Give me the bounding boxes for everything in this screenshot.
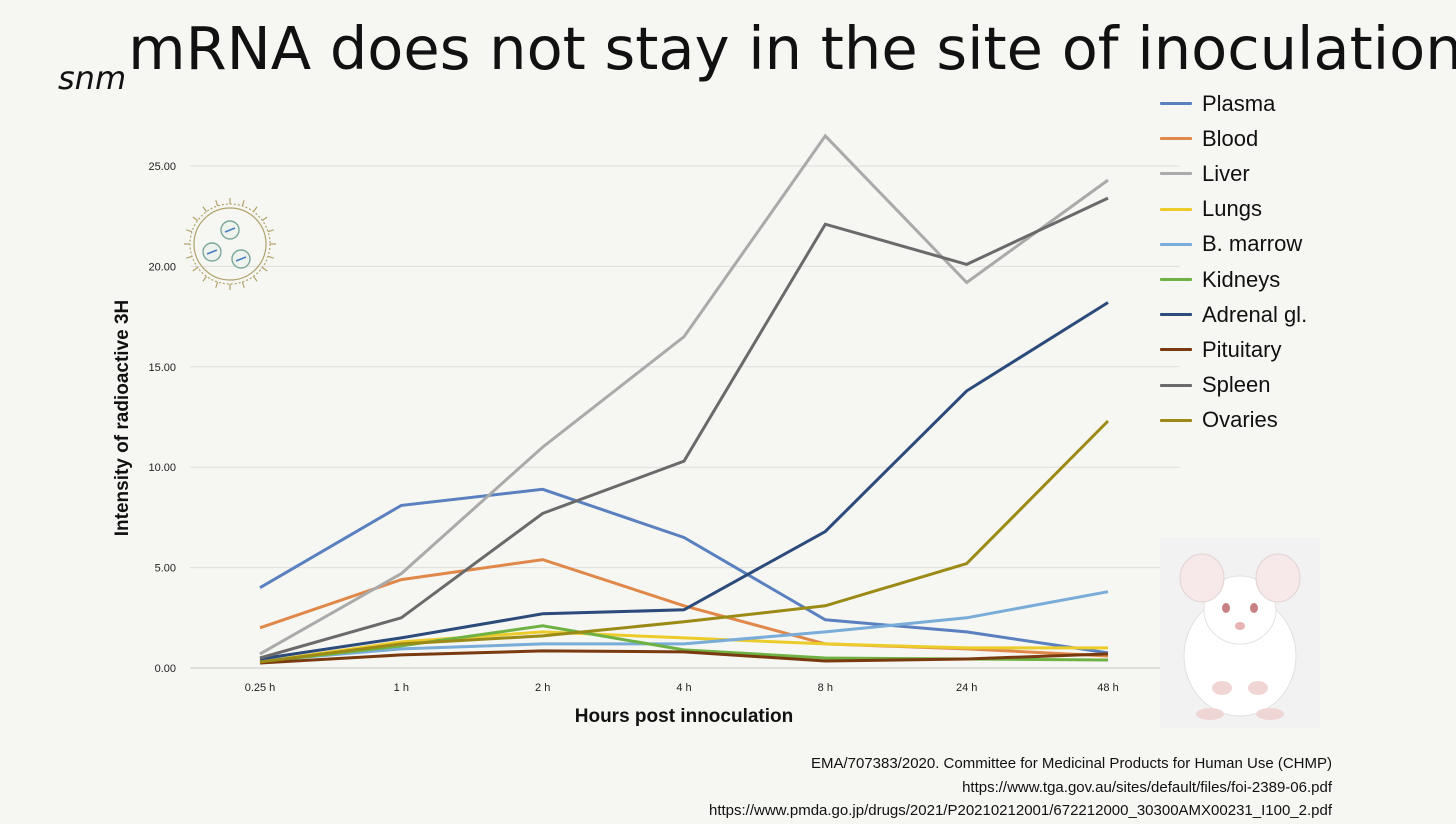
x-axis-label: Hours post innoculation: [575, 706, 794, 727]
legend-swatch: [1160, 313, 1192, 317]
chart-legend: Plasma Blood Liver Lungs B. marrow Kidneys Adr…: [1160, 86, 1307, 438]
white-mouse-image: [1160, 538, 1320, 728]
legend-label: Lungs: [1202, 196, 1262, 222]
legend-swatch: [1160, 418, 1192, 422]
legend-label: Blood: [1202, 125, 1259, 151]
legend-label: Kidneys: [1202, 266, 1281, 292]
x-tick-label: 48 h: [1097, 682, 1118, 694]
series-line-adrenal-gl: [259, 301, 1109, 661]
legend-swatch: [1160, 278, 1192, 282]
source-line: https://www.pmda.go.jp/drugs/2021/P20210…: [709, 802, 1332, 819]
legend-swatch: [1160, 172, 1192, 176]
series-line-lungs: [259, 630, 1108, 664]
series-line-liver: [259, 133, 1109, 656]
x-tick-label: 2 h: [535, 682, 550, 694]
sources-citation: EMA/707383/2020. Committee for Medicinal…: [709, 752, 1332, 823]
source-line: https://www.tga.gov.au/sites/default/fil…: [962, 778, 1332, 796]
legend-item: Liver: [1160, 156, 1307, 191]
legend-swatch: [1160, 102, 1192, 106]
legend-swatch: [1160, 137, 1192, 141]
legend-item: Lungs: [1160, 192, 1307, 227]
legend-label: Pituitary: [1202, 336, 1282, 362]
series-line-b-marrow: [259, 590, 1109, 663]
legend-item: Spleen: [1160, 368, 1307, 403]
y-tick-label: 10.00: [148, 462, 176, 474]
series-line-plasma: [259, 487, 1109, 655]
y-tick-label: 15.00: [148, 362, 176, 374]
legend-swatch: [1160, 242, 1192, 246]
title-prefix: snm: [58, 59, 127, 97]
legend-item: Adrenal gl.: [1160, 297, 1307, 332]
y-tick-label: 5.00: [155, 563, 176, 575]
y-tick-labels: 0.00 5.00 10.00 15.00 20.00 25.00: [148, 161, 176, 675]
legend-item: B. marrow: [1160, 227, 1307, 262]
lipid-nanoparticle-icon: [184, 198, 276, 290]
y-axis-label: Intensity of radioactive 3H: [112, 300, 133, 537]
series-line-blood: [259, 558, 1109, 658]
legend-item: Ovaries: [1160, 403, 1307, 438]
chart-grid: [190, 165, 1180, 669]
x-tick-label: 1 h: [394, 682, 409, 694]
legend-label: Plasma: [1202, 90, 1276, 116]
legend-item: Plasma: [1160, 86, 1307, 121]
slide-title: snmmRNA does not stay in the site of ino…: [58, 14, 1456, 97]
series-line-spleen: [259, 196, 1109, 660]
series-line-ovaries: [259, 419, 1110, 664]
legend-item: Pituitary: [1160, 332, 1307, 367]
x-tick-label: 0.25 h: [245, 682, 276, 694]
series-line-pituitary: [259, 649, 1109, 665]
legend-label: Liver: [1202, 160, 1250, 186]
legend-item: Blood: [1160, 121, 1307, 156]
title-main: mRNA does not stay in the site of inocul…: [128, 14, 1456, 83]
x-tick-label: 8 h: [818, 682, 833, 694]
legend-label: B. marrow: [1202, 231, 1303, 257]
legend-label: Spleen: [1202, 372, 1271, 398]
series-lines: [259, 133, 1110, 665]
x-tick-label: 4 h: [676, 682, 691, 694]
legend-item: Kidneys: [1160, 262, 1307, 297]
legend-swatch: [1160, 383, 1192, 387]
legend-label: Adrenal gl.: [1202, 301, 1308, 327]
legend-swatch: [1160, 348, 1192, 352]
y-tick-label: 0.00: [155, 663, 176, 675]
legend-swatch: [1160, 207, 1192, 211]
x-tick-label: 24 h: [956, 682, 977, 694]
y-tick-label: 25.00: [148, 161, 176, 173]
y-tick-label: 20.00: [148, 261, 176, 273]
legend-label: Ovaries: [1202, 407, 1278, 433]
x-tick-labels: 0.25 h 1 h 2 h 4 h 8 h 24 h 48 h: [245, 682, 1119, 694]
source-line: EMA/707383/2020. Committee for Medicinal…: [810, 755, 1332, 772]
